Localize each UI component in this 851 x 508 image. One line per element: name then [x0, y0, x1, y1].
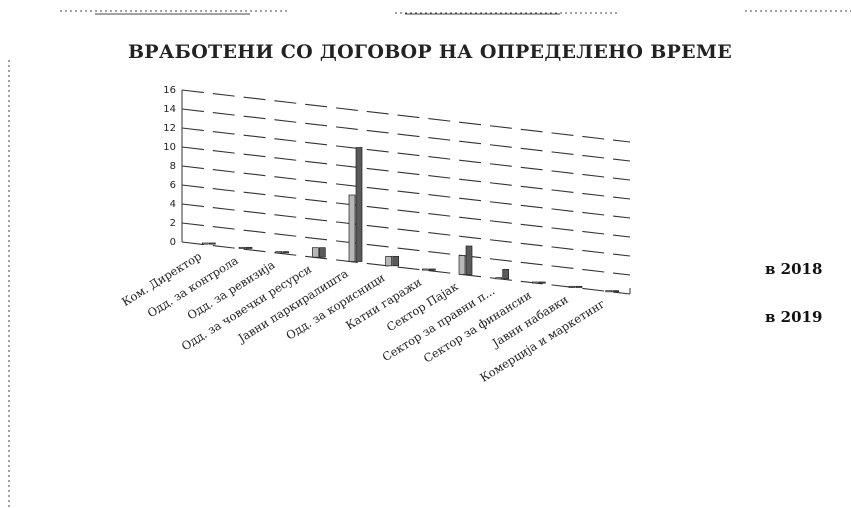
gridline	[181, 241, 631, 295]
y-tick-label: 4	[170, 199, 176, 210]
gridline	[181, 89, 631, 143]
y-tick-label: 14	[163, 104, 176, 115]
gridline	[181, 203, 631, 257]
bar	[575, 285, 583, 288]
bar	[282, 251, 290, 254]
bar	[392, 255, 400, 267]
bar	[385, 255, 393, 267]
bar	[458, 255, 466, 275]
gridline	[181, 222, 631, 276]
y-tick-label: 16	[163, 85, 176, 96]
bar	[245, 246, 253, 249]
y-tick-label: 10	[163, 142, 176, 153]
y-tick-label: 0	[170, 237, 176, 248]
bar	[318, 247, 326, 258]
bar	[612, 290, 620, 293]
bar	[208, 242, 216, 245]
gridline	[181, 165, 631, 219]
legend-item-2018: в 2018	[765, 260, 822, 278]
bar	[201, 242, 209, 245]
bar	[538, 281, 546, 284]
bar	[355, 147, 363, 262]
bar	[605, 290, 613, 293]
legend-item-2019: в 2019	[765, 308, 822, 326]
bar	[348, 194, 356, 262]
bar	[311, 247, 319, 258]
gridline	[181, 146, 631, 200]
bar	[531, 281, 539, 284]
bar	[502, 268, 510, 280]
chart-title: ВРАБОТЕНИ СО ДОГОВОР НА ОПРЕДЕЛЕНО ВРЕМЕ	[128, 41, 732, 63]
y-tick-label: 12	[163, 123, 176, 134]
bar	[428, 268, 436, 271]
bar	[421, 268, 429, 271]
y-tick-label: 2	[170, 218, 176, 229]
legend: в 2018 в 2019	[765, 260, 822, 326]
gridline	[181, 127, 631, 181]
bar	[275, 251, 283, 254]
decorative-edges	[8, 10, 851, 508]
bar	[465, 245, 473, 275]
y-tick-label: 8	[170, 161, 176, 172]
bar	[238, 246, 246, 249]
bar	[568, 285, 576, 288]
gridline	[181, 108, 631, 162]
y-tick-label: 6	[170, 180, 176, 191]
bar	[495, 277, 503, 280]
gridline	[181, 184, 631, 238]
